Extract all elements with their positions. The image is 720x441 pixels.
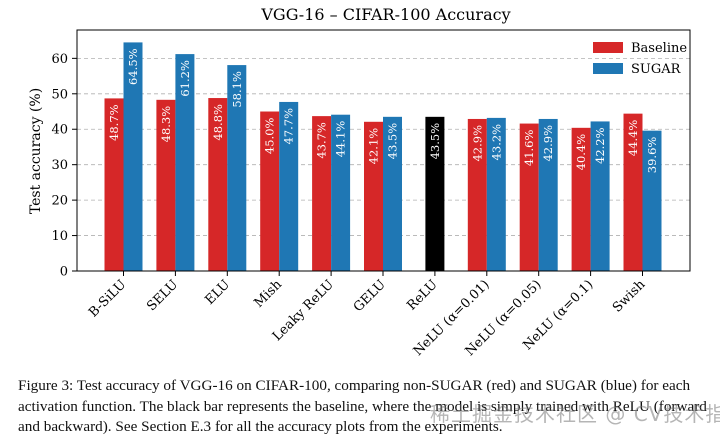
bar-sugar [331, 114, 351, 272]
y-tick-label: 20 [51, 194, 68, 209]
bar-value-label: 61.2% [178, 60, 192, 97]
bar-baseline [364, 121, 383, 271]
bar-baseline [260, 111, 280, 271]
watermark: 稀土掘金技术社区 @ CV技术指南 [430, 402, 720, 426]
bar-reference-relu [425, 116, 445, 272]
bar-value-label: 43.5% [428, 123, 442, 160]
bar-value-label: 40.4% [574, 134, 588, 171]
bar-value-label: 41.6% [522, 130, 536, 167]
bar-value-label: 42.2% [593, 127, 607, 164]
figure-caption: Figure 3: Test accuracy of VGG-16 on CIF… [18, 377, 707, 435]
chart-title: VGG-16 – CIFAR-100 Accuracy [260, 5, 510, 24]
bar-sugar [123, 42, 143, 271]
x-tick-label: GELU [351, 277, 389, 315]
bar-value-label: 48.7% [107, 104, 121, 141]
bar-baseline [519, 123, 539, 272]
bar-baseline [312, 116, 332, 271]
bar-value-label: 43.5% [386, 123, 400, 160]
bar-value-label: 43.2% [489, 124, 503, 161]
bar-value-labels: 48.7% 64.5% 48.3% 61.2% 48.8% 58.1% 45.0% 47.7%… [107, 48, 659, 173]
legend: Baseline SUGAR [593, 41, 687, 77]
x-tick-label: ReLU [404, 277, 440, 313]
legend-label-sugar: SUGAR [631, 62, 682, 77]
y-tick-label: 60 [51, 52, 68, 67]
bar-value-label: 48.3% [159, 106, 173, 143]
bar-value-label: 64.5% [126, 48, 140, 85]
bar-baseline [208, 98, 228, 271]
bar-sugar [383, 116, 402, 272]
x-tick-label: Mish [251, 277, 285, 311]
bar-value-label: 44.1% [334, 121, 348, 158]
bar-value-label: 58.1% [230, 71, 244, 108]
y-axis-label: Test accuracy (%) [28, 88, 44, 214]
bar-value-label: 42.9% [470, 125, 484, 162]
bar-sugar [642, 130, 662, 271]
bar-baseline [467, 118, 487, 271]
legend-label-baseline: Baseline [631, 41, 687, 56]
bar-value-label: 39.6% [645, 137, 659, 174]
bar-value-label: 42.9% [541, 125, 555, 162]
accuracy-bar-chart: VGG-16 – CIFAR-100 Accuracy Test accurac… [28, 5, 691, 359]
bar-value-label: 42.1% [367, 128, 381, 165]
bars [104, 42, 662, 272]
bar-baseline [104, 98, 124, 271]
bar-value-label: 43.7% [315, 122, 329, 159]
bar-sugar [279, 101, 299, 271]
x-tick-label: ELU [202, 277, 233, 308]
bar-sugar [590, 121, 610, 271]
plot-frame [76, 29, 691, 272]
legend-swatch-baseline [593, 42, 623, 53]
bar-sugar [175, 54, 195, 271]
x-tick-label: Swish [610, 277, 649, 316]
bar-value-label: 45.0% [263, 117, 277, 154]
y-tick-label: 50 [51, 87, 68, 102]
bar-sugar [486, 117, 506, 271]
y-axis-ticks: 0 10 20 30 40 50 60 [51, 52, 77, 280]
y-tick-label: 0 [60, 265, 68, 280]
bar-value-label: 47.7% [282, 108, 296, 145]
bar-baseline [623, 113, 643, 271]
bar-sugar [538, 118, 558, 271]
bar-value-label: 44.4% [626, 120, 640, 157]
legend-swatch-sugar [593, 63, 623, 74]
bar-sugar [227, 65, 247, 271]
bar-baseline [571, 127, 591, 271]
y-tick-label: 10 [51, 229, 68, 244]
y-tick-label: 40 [51, 123, 68, 138]
bar-baseline [156, 99, 176, 271]
y-tick-label: 30 [51, 158, 68, 173]
x-tick-label: SELU [144, 277, 181, 314]
x-tick-label: B-SiLU [86, 277, 129, 320]
bar-value-label: 48.8% [211, 104, 225, 141]
